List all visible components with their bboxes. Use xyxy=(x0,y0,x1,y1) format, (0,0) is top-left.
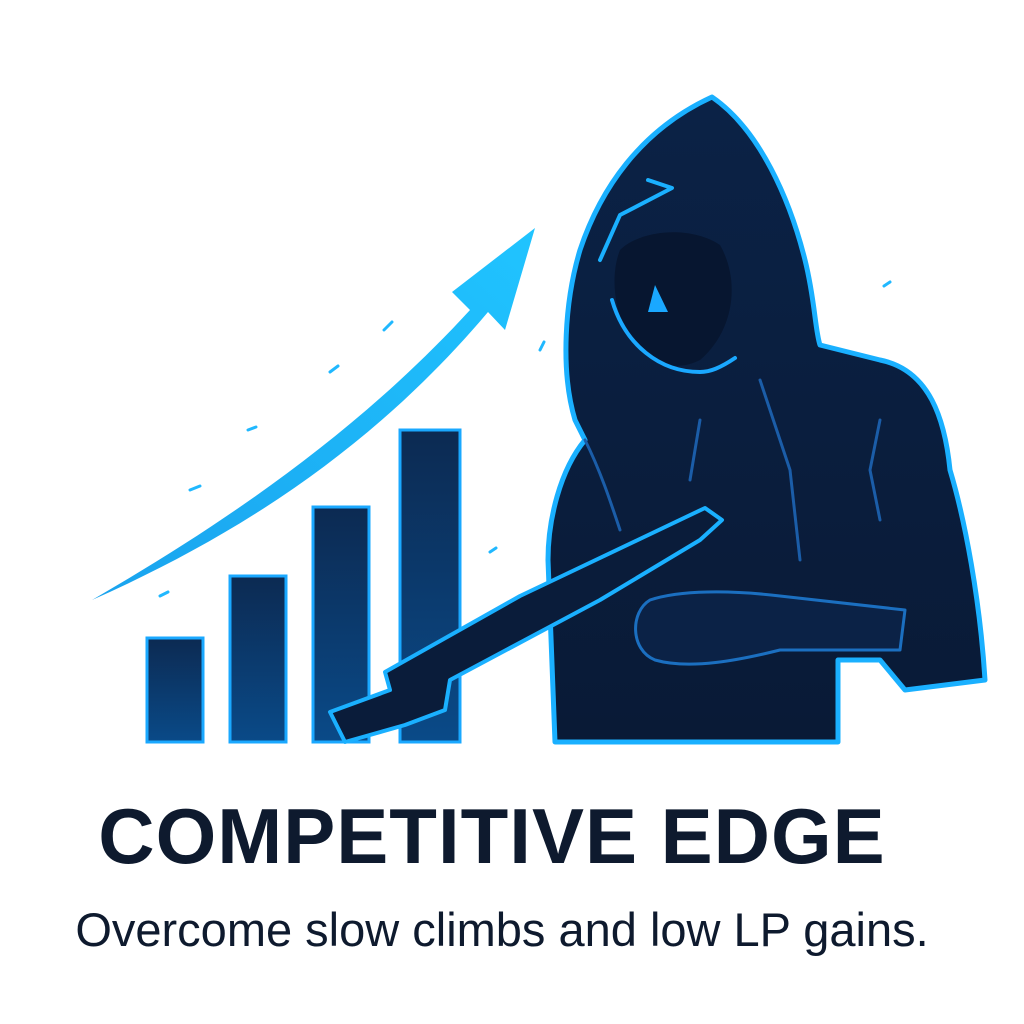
chart-bar xyxy=(228,574,288,744)
chart-bar xyxy=(145,636,205,744)
rifle-icon xyxy=(328,506,907,744)
hooded-figure-icon xyxy=(545,94,988,745)
hero-illustration xyxy=(92,94,988,745)
brand-title: COMPETITIVE EDGE xyxy=(98,792,886,880)
growth-arrow-icon xyxy=(92,228,546,600)
sparkle-icon xyxy=(882,280,892,288)
brand-tagline: Overcome slow climbs and low LP gains. xyxy=(75,903,929,956)
